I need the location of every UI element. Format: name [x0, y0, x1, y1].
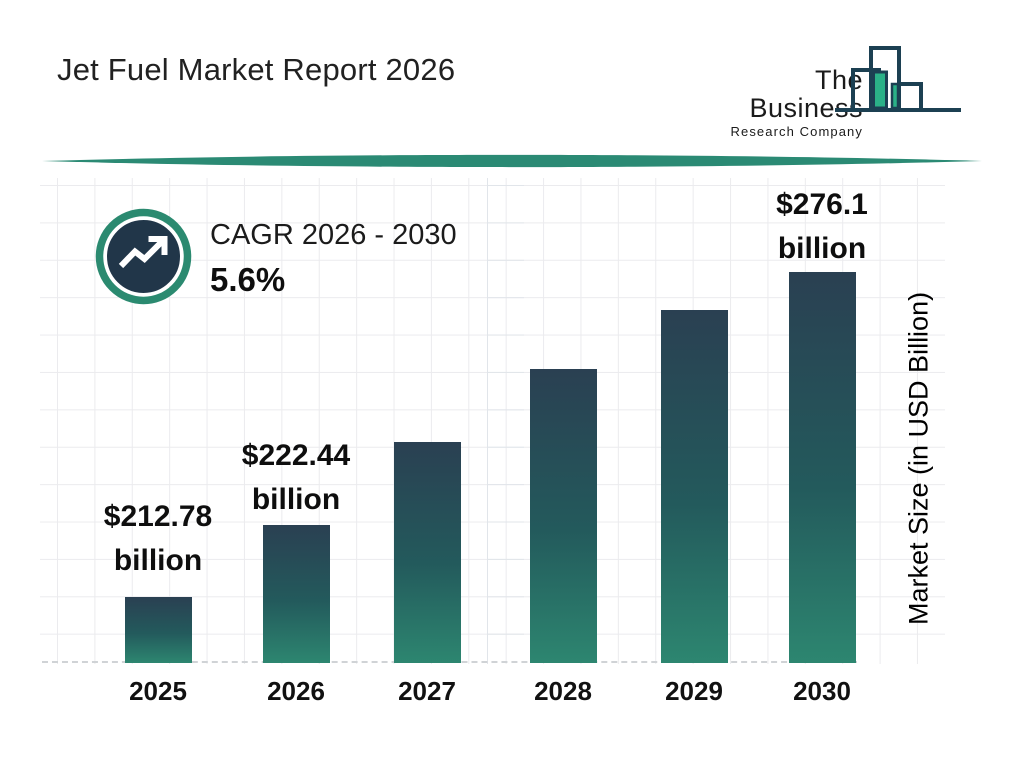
value-label-2026: $222.44 billion	[206, 434, 386, 522]
bar-2029	[661, 310, 728, 663]
divider-line	[42, 154, 982, 168]
trending-up-icon	[95, 208, 192, 305]
value-label-2030: $276.1 billion	[732, 183, 912, 271]
company-logo: The Business Research Company	[700, 40, 970, 139]
value-label-2025: $212.78 billion	[68, 495, 248, 583]
value-label-2030-amount: $276.1	[776, 188, 868, 221]
bar-2026	[263, 525, 330, 663]
x-tick-2029: 2029	[665, 676, 723, 706]
bar-skyline-logo-icon	[835, 46, 961, 112]
value-label-2025-unit: billion	[113, 544, 203, 577]
page-title: Jet Fuel Market Report 2026	[57, 52, 456, 87]
bar-2030	[789, 272, 856, 663]
cagr-period-label: CAGR 2026 - 2030	[210, 219, 457, 251]
bar-2027	[394, 442, 461, 663]
x-tick-2026: 2026	[267, 676, 325, 706]
value-label-2026-amount: $222.44	[241, 439, 351, 472]
cagr-value: 5.6%	[210, 261, 286, 298]
x-tick-2027: 2027	[398, 676, 456, 706]
logo-company-subtitle: Research Company	[730, 124, 863, 139]
x-tick-2028: 2028	[534, 676, 592, 706]
bar-2028	[530, 369, 597, 663]
value-label-2030-unit: billion	[777, 232, 867, 265]
value-label-2026-unit: billion	[251, 483, 341, 516]
chart-axis-ticks	[487, 178, 524, 664]
bar-2025	[125, 597, 192, 663]
value-label-2025-amount: $212.78	[103, 500, 213, 533]
y-axis-title: Market Size (in USD Billion)	[903, 291, 934, 625]
x-tick-2030: 2030	[793, 676, 851, 706]
x-tick-2025: 2025	[129, 676, 187, 706]
